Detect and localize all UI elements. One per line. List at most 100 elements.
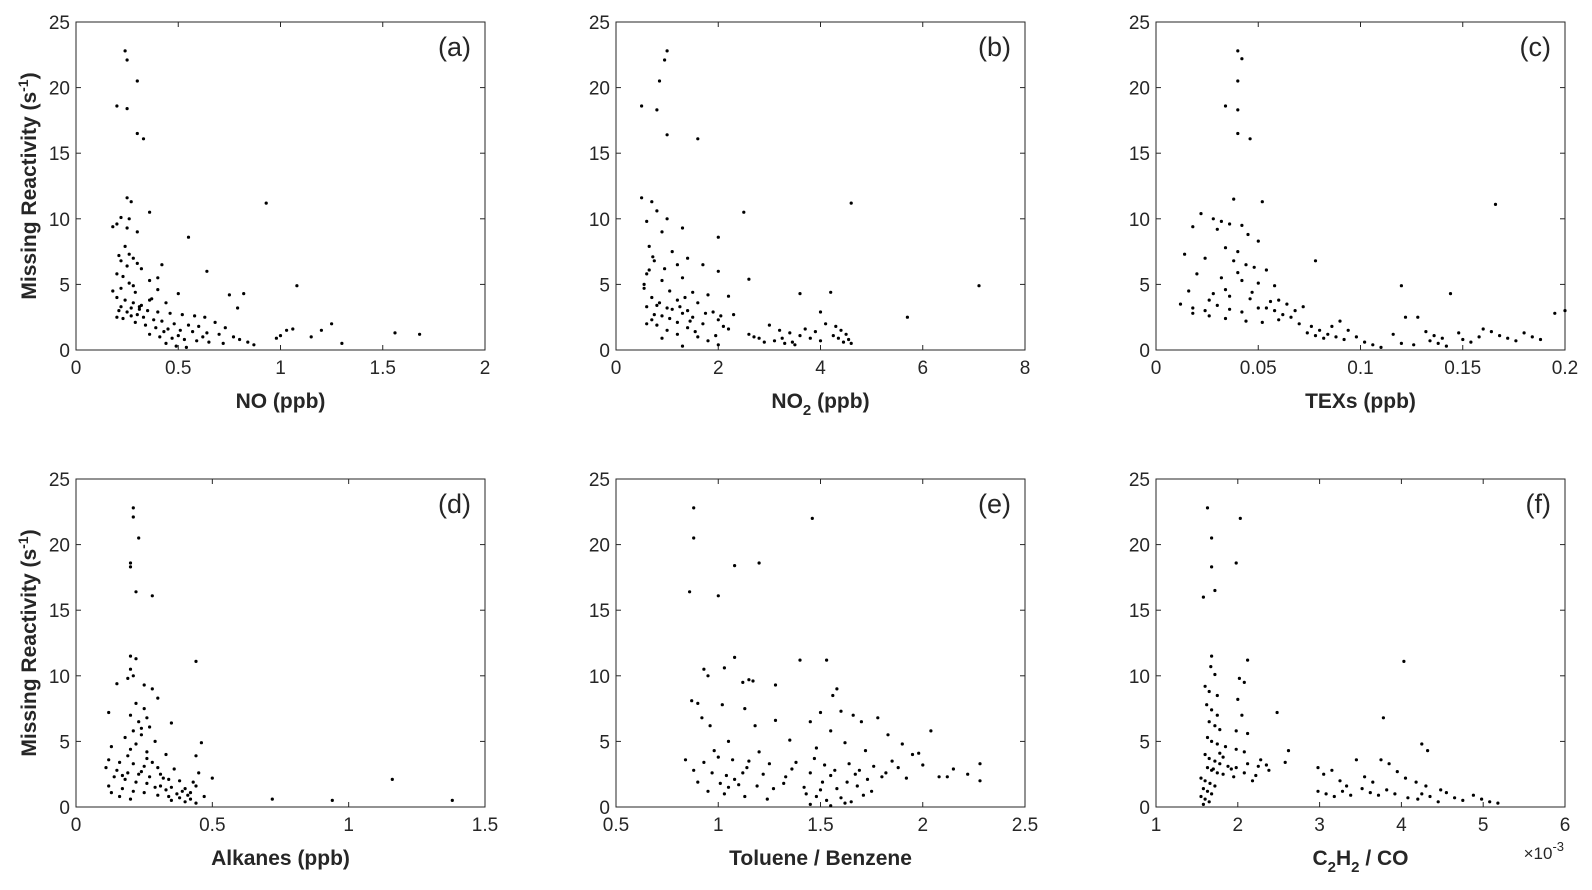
data-point <box>680 226 685 230</box>
data-point <box>645 219 649 223</box>
data-point <box>1297 322 1301 326</box>
data-point <box>861 793 866 797</box>
x-axis-label: C2H2 / CO <box>1312 847 1408 876</box>
data-point <box>1412 343 1416 347</box>
data-point <box>1424 784 1428 788</box>
data-point <box>246 340 250 344</box>
data-point <box>1210 536 1214 540</box>
data-point <box>1256 239 1260 243</box>
data-point <box>1215 742 1219 746</box>
data-point <box>773 683 778 687</box>
data-point <box>872 764 876 768</box>
data-point <box>808 771 812 775</box>
data-point <box>905 315 910 319</box>
data-point <box>125 264 129 268</box>
data-point <box>1201 787 1205 791</box>
data-point <box>843 741 847 745</box>
data-point <box>1324 792 1328 796</box>
data-point <box>686 309 690 313</box>
data-point <box>1236 79 1240 83</box>
data-point <box>150 760 154 765</box>
data-point <box>119 305 123 309</box>
data-point <box>1210 654 1214 658</box>
data-point <box>1191 225 1195 229</box>
data-point <box>164 301 168 305</box>
data-point <box>951 767 956 771</box>
data-point <box>680 276 685 280</box>
data-point <box>825 798 829 803</box>
data-point <box>675 332 680 336</box>
data-point <box>188 791 193 795</box>
data-point <box>849 800 853 804</box>
data-point <box>1223 288 1228 292</box>
data-point <box>863 749 868 753</box>
data-point <box>716 318 720 322</box>
data-point <box>1244 263 1248 267</box>
data-point <box>139 770 143 774</box>
data-point <box>1322 772 1326 776</box>
data-point <box>1207 800 1211 804</box>
data-point <box>1330 768 1334 772</box>
data-point <box>1275 710 1279 715</box>
data-point <box>1203 797 1207 801</box>
data-point <box>221 341 225 345</box>
data-point <box>1218 751 1222 755</box>
data-point <box>870 789 874 793</box>
y-axis-label-bottom: Missing Reactivity (s-1) <box>15 529 41 756</box>
data-point <box>142 764 146 768</box>
data-point <box>1215 713 1219 717</box>
data-point <box>1281 313 1285 317</box>
data-point <box>743 707 747 711</box>
data-point <box>145 781 149 786</box>
data-point <box>194 784 198 788</box>
data-point <box>134 742 138 746</box>
data-point <box>721 324 726 328</box>
data-point <box>166 327 170 331</box>
panel-b: 0 2 4 6 8 0 5 10 15 20 25 (b) NO2 (ppb) <box>589 13 1030 419</box>
data-point <box>191 780 195 784</box>
data-point <box>236 306 240 310</box>
data-point <box>107 710 111 715</box>
data-point <box>1420 742 1424 746</box>
data-point <box>191 330 195 334</box>
x-tick-label: 0.5 <box>165 358 191 379</box>
data-point <box>150 687 154 691</box>
y-tick-label: 5 <box>599 275 610 296</box>
data-point <box>1236 49 1240 53</box>
data-point <box>1457 331 1461 335</box>
data-point <box>1267 768 1271 772</box>
data-point <box>910 752 915 757</box>
y-tick-label: 20 <box>1129 79 1150 100</box>
data-point <box>978 779 982 783</box>
data-point <box>180 313 184 317</box>
data-point <box>657 79 662 83</box>
data-point <box>1246 731 1250 736</box>
data-point <box>804 792 808 796</box>
data-point <box>1285 302 1289 306</box>
data-point <box>798 292 802 296</box>
y-tick-label: 20 <box>49 79 70 100</box>
data-point <box>1218 728 1222 732</box>
data-point <box>1354 335 1358 339</box>
data-point <box>745 766 749 770</box>
data-point <box>1371 780 1375 784</box>
data-point <box>900 742 904 746</box>
data-point <box>784 775 788 779</box>
data-point <box>142 683 146 687</box>
data-point <box>1207 689 1211 694</box>
data-point <box>660 336 664 340</box>
data-point <box>701 322 705 326</box>
data-point <box>115 295 119 300</box>
data-point <box>824 322 828 326</box>
data-point <box>818 710 823 715</box>
data-point <box>1246 658 1250 662</box>
x-tick-label: 0.5 <box>603 815 629 836</box>
data-point <box>645 272 649 276</box>
data-point <box>660 278 664 283</box>
data-point <box>716 235 720 239</box>
data-point <box>652 259 656 263</box>
data-point <box>203 315 207 319</box>
y-tick-label: 10 <box>49 667 70 688</box>
data-point <box>808 802 812 807</box>
data-point <box>178 779 182 783</box>
